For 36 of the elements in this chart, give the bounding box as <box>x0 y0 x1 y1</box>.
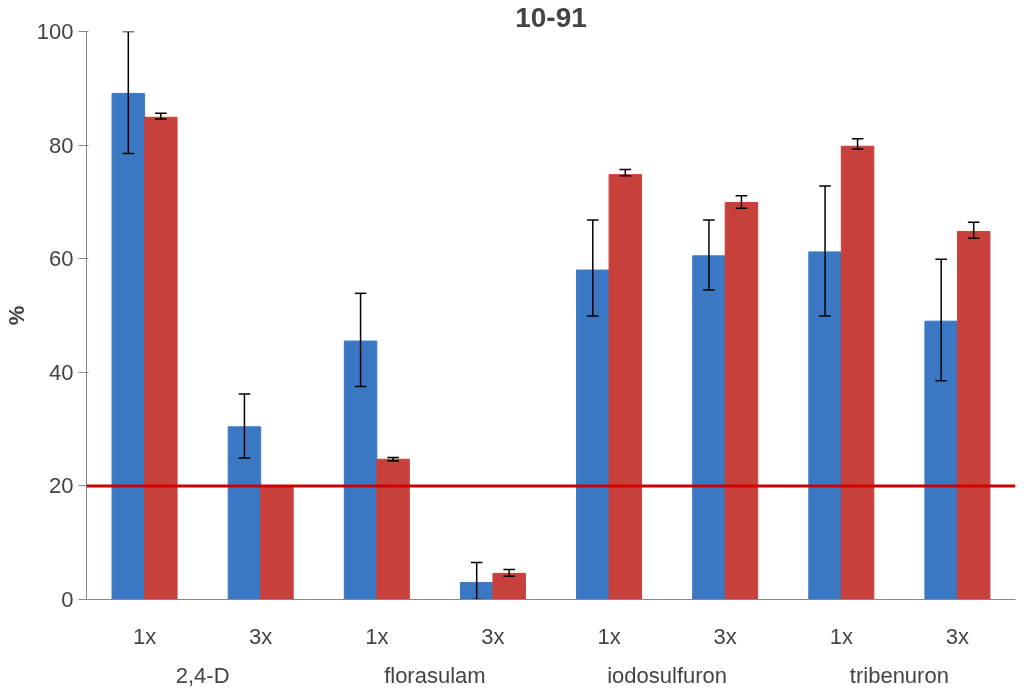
text: 2,4-D <box>175 662 230 688</box>
bar <box>144 116 178 600</box>
bar <box>808 251 842 600</box>
bar <box>956 230 991 600</box>
bar <box>111 92 146 600</box>
x-tick-label: 3x <box>481 623 505 649</box>
x-tick-label: 3x <box>713 623 737 649</box>
bar <box>724 201 759 600</box>
y-tick-label: 60 <box>49 246 74 272</box>
bar <box>459 581 494 600</box>
y-axis-title: % <box>3 305 29 326</box>
text: tribenuron <box>849 662 949 688</box>
x-tick-label: 1x <box>132 623 157 649</box>
bar <box>343 340 378 600</box>
bar <box>692 255 726 600</box>
y-tick-label: 100 <box>36 19 74 44</box>
bar <box>924 320 958 600</box>
x-tick-label: 1x <box>597 623 621 649</box>
bar <box>227 426 262 600</box>
text: florasulam <box>384 662 486 688</box>
bar <box>376 458 410 600</box>
x-tick-label: 1x <box>829 623 853 649</box>
y-tick-label: 0 <box>61 587 74 612</box>
x-tick-label: 3x <box>249 623 273 649</box>
bar <box>840 145 875 600</box>
y-tick-label: 80 <box>49 132 74 158</box>
y-tick-label: 40 <box>49 359 74 385</box>
text: iodosulfuron <box>607 662 728 688</box>
chart-title: 10-91 <box>515 1 587 33</box>
x-tick-label: 1x <box>365 623 389 649</box>
bar <box>608 174 643 600</box>
bar <box>260 486 294 600</box>
y-tick-label: 20 <box>49 473 74 499</box>
bar <box>492 572 526 600</box>
x-tick-label: 3x <box>945 623 970 649</box>
bar <box>576 269 610 600</box>
